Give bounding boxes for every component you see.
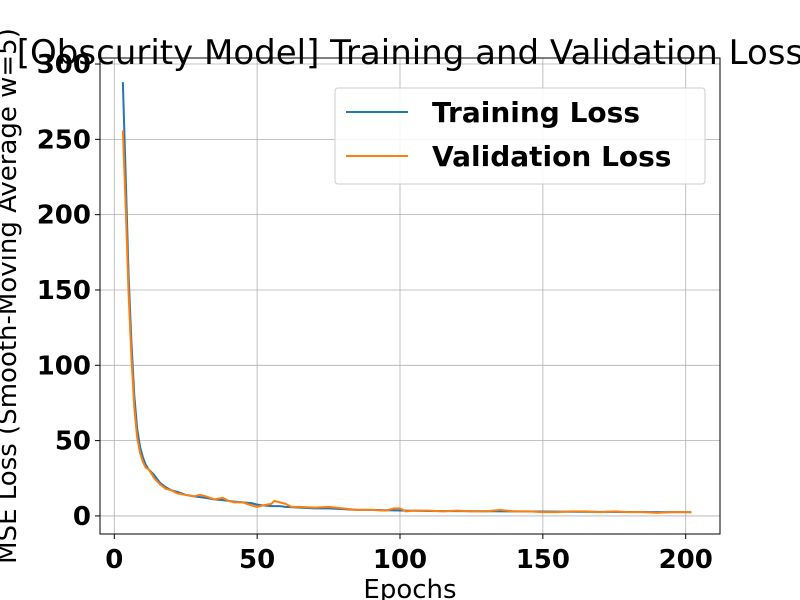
x-tick-label: 150: [516, 545, 570, 575]
legend: Training Loss Validation Loss: [334, 87, 706, 185]
series-line-validation: [121, 130, 692, 514]
legend-label-training: Training Loss: [432, 96, 640, 129]
y-tick-label: 250: [37, 125, 91, 155]
x-tick-label: 50: [239, 545, 275, 575]
y-tick-label: 0: [73, 502, 91, 532]
y-tick-label: 100: [37, 351, 91, 381]
y-tick-label: 200: [37, 201, 91, 231]
legend-label-validation: Validation Loss: [432, 140, 671, 173]
x-axis-title: Epochs: [363, 575, 456, 600]
plot-frame: [99, 57, 721, 535]
y-axis-title: MSE Loss (Smooth-Moving Average w=5): [0, 28, 23, 564]
x-tick-label: 0: [105, 545, 123, 575]
chart-title: [Obscurity Model] Training and Validatio…: [17, 33, 800, 73]
y-tick-label: 150: [37, 276, 91, 306]
x-tick-label: 100: [373, 545, 427, 575]
axis-ticks: 0 50 100 150 200 0 50 100 150 200 250 300: [37, 50, 713, 575]
legend-box: [334, 87, 706, 185]
x-tick-label: 200: [659, 545, 713, 575]
series-lines: [121, 82, 692, 514]
y-tick-label: 50: [55, 427, 91, 457]
y-tick-label: 300: [37, 50, 91, 80]
